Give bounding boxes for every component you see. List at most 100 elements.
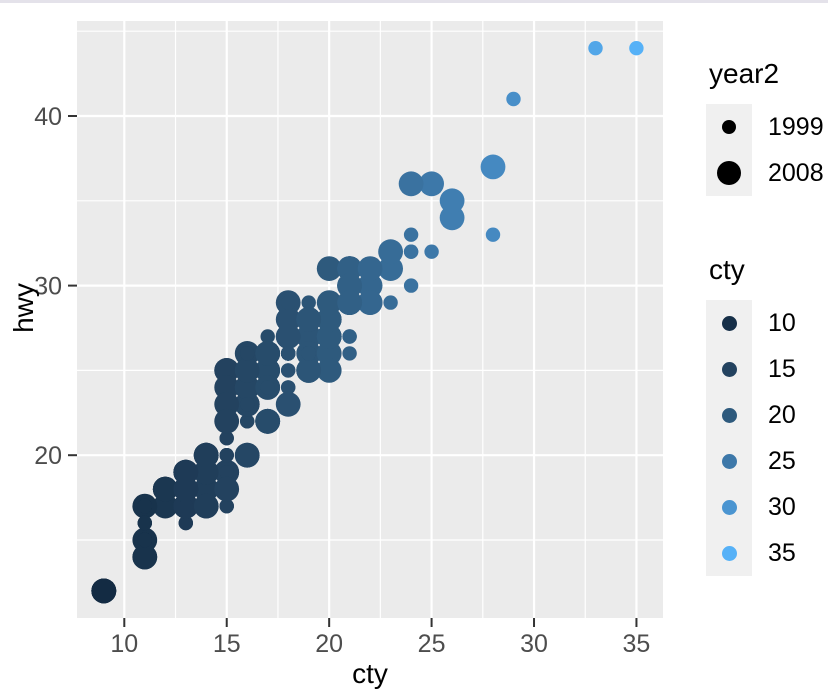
- data-point: [234, 375, 260, 400]
- data-point: [316, 358, 342, 383]
- data-point: [152, 476, 178, 502]
- data-point: [588, 41, 603, 56]
- legend-entry: 35: [706, 530, 828, 576]
- legend-entry: 2008: [706, 150, 828, 196]
- legend-key-dot: [716, 160, 742, 186]
- legend-entry: 30: [706, 484, 828, 530]
- y-axis-title: hwy: [8, 283, 39, 333]
- x-tick-label: 10: [110, 630, 138, 658]
- y-tick-label: 20: [34, 442, 62, 470]
- legend-entry-label: 1999: [768, 112, 824, 141]
- data-point: [173, 476, 199, 502]
- legend-key: [706, 392, 752, 438]
- data-point: [193, 493, 219, 519]
- data-point: [342, 346, 357, 361]
- data-point: [255, 341, 281, 366]
- data-point: [275, 391, 301, 417]
- data-point: [439, 188, 465, 214]
- data-point: [296, 358, 322, 383]
- legend-entry: 20: [706, 392, 828, 438]
- data-point: [234, 442, 260, 468]
- data-point: [337, 256, 362, 281]
- data-point: [214, 408, 240, 434]
- data-point: [424, 244, 439, 259]
- window-top-border: [0, 0, 828, 3]
- data-point: [281, 363, 296, 378]
- data-point: [316, 256, 342, 281]
- data-point: [152, 493, 178, 519]
- legend-key-dot: [721, 545, 737, 561]
- data-point: [219, 498, 234, 514]
- legend-key-dot: [721, 453, 737, 469]
- legend-entry-label: 2008: [768, 158, 824, 187]
- x-tick-label: 20: [315, 630, 343, 658]
- x-tick-label: 30: [520, 630, 548, 658]
- data-point: [137, 515, 152, 531]
- data-point: [403, 244, 419, 259]
- data-point: [357, 273, 383, 298]
- data-point: [383, 295, 398, 310]
- data-point: [219, 465, 234, 480]
- legend-entry-label: 20: [768, 400, 796, 429]
- data-point: [255, 358, 281, 383]
- legend-key-dot: [721, 499, 737, 515]
- legend-entry-label: 25: [768, 446, 796, 475]
- data-point: [240, 414, 255, 429]
- legend-key: [706, 150, 752, 196]
- data-point: [337, 273, 362, 298]
- data-point: [178, 498, 193, 514]
- legend-entry: 15: [706, 346, 828, 392]
- legend-key-dot: [721, 315, 737, 331]
- x-axis-title: cty: [352, 658, 388, 689]
- data-point: [260, 380, 275, 395]
- data-point: [275, 307, 301, 332]
- legend-key: [706, 346, 752, 392]
- data-point: [193, 442, 219, 468]
- legend-entry-label: 15: [768, 354, 796, 383]
- data-point: [137, 498, 152, 514]
- data-point: [506, 91, 521, 107]
- data-point: [480, 154, 506, 180]
- data-point: [357, 256, 383, 281]
- data-point: [378, 239, 403, 265]
- y-tick-label: 30: [34, 273, 62, 301]
- data-point: [193, 459, 219, 485]
- data-point: [137, 532, 152, 548]
- legend-entry-label: 30: [768, 492, 796, 521]
- legend-cty: cty 10 15 20 25 30 35: [706, 254, 828, 576]
- legend-key-dot: [721, 361, 737, 377]
- data-point: [629, 41, 644, 56]
- data-point: [296, 307, 322, 332]
- data-point: [214, 391, 240, 417]
- data-point: [485, 227, 501, 242]
- data-point: [132, 544, 158, 570]
- data-point: [281, 346, 296, 361]
- data-point: [260, 329, 275, 344]
- data-point: [439, 205, 465, 231]
- data-point: [403, 227, 419, 242]
- data-point: [240, 346, 255, 361]
- plot-panel: [77, 21, 663, 618]
- legend-key: [706, 438, 752, 484]
- legend-key: [706, 104, 752, 150]
- legend-key: [706, 530, 752, 576]
- legend-entry: 10: [706, 300, 828, 346]
- x-tick-label: 15: [213, 630, 241, 658]
- data-point: [419, 171, 444, 197]
- legend-year2-title: year2: [709, 58, 780, 89]
- legend-entry-label: 35: [768, 538, 796, 567]
- legend-key-dot: [721, 407, 737, 423]
- legend-year2-entries: 1999 2008: [706, 104, 828, 196]
- data-point: [316, 290, 342, 315]
- legend-entry: 1999: [706, 104, 828, 150]
- legend-key: [706, 484, 752, 530]
- data-point: [398, 171, 424, 197]
- data-point: [281, 295, 296, 310]
- data-point: [214, 476, 240, 502]
- data-point: [219, 448, 234, 463]
- data-point: [255, 408, 281, 434]
- data-point: [240, 397, 255, 412]
- data-point: [342, 329, 357, 344]
- data-point: [337, 290, 362, 315]
